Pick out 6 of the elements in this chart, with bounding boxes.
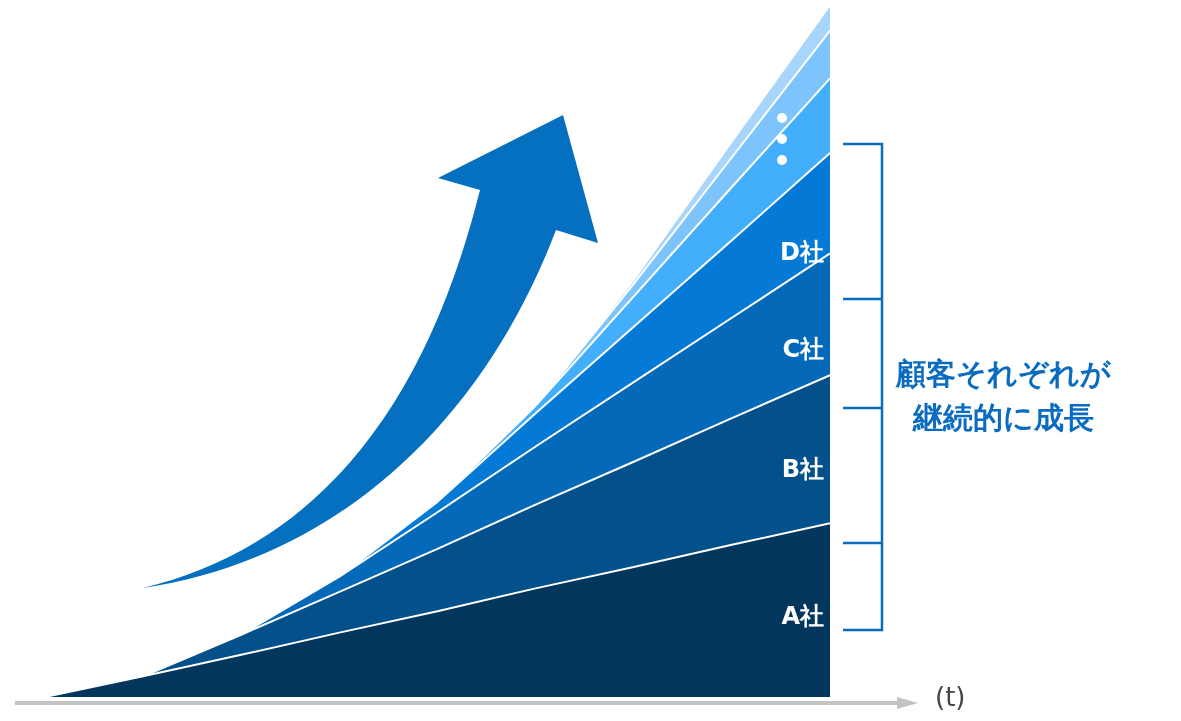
x-axis-title: (t) bbox=[935, 682, 966, 712]
text: 顧客それぞれが継続的に成長 bbox=[894, 355, 1112, 437]
series-label: B社 bbox=[781, 455, 824, 484]
series-label: C社 bbox=[782, 334, 824, 363]
series-label: A社 bbox=[781, 601, 824, 630]
series-label: D社 bbox=[780, 238, 824, 267]
